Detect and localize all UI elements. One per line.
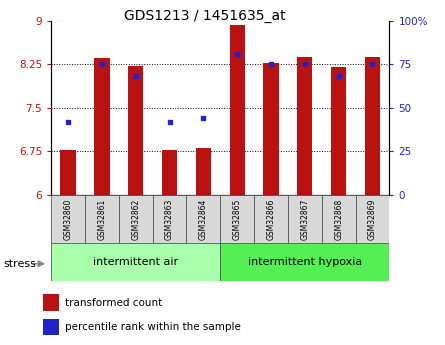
Text: percentile rank within the sample: percentile rank within the sample (65, 322, 241, 332)
Text: GSM32860: GSM32860 (64, 198, 73, 240)
Bar (356, 195, 389, 243)
Bar (186, 195, 220, 243)
Bar (153, 195, 186, 243)
Bar (119, 195, 153, 243)
Bar (44, 319, 59, 335)
Text: GDS1213 / 1451635_at: GDS1213 / 1451635_at (124, 9, 286, 23)
Bar (196, 148, 211, 195)
Text: GSM32867: GSM32867 (300, 198, 309, 240)
Text: GSM32861: GSM32861 (97, 198, 106, 240)
Bar (220, 195, 254, 243)
Bar (94, 58, 109, 195)
Bar (288, 195, 322, 243)
Text: intermittent hypoxia: intermittent hypoxia (248, 257, 362, 267)
Bar (85, 195, 119, 243)
Bar (51, 195, 85, 243)
Bar (51, 243, 220, 281)
Bar (220, 243, 389, 281)
Text: GSM32869: GSM32869 (368, 198, 377, 240)
Text: intermittent air: intermittent air (93, 257, 178, 267)
Bar (297, 57, 312, 195)
Bar (162, 150, 177, 195)
Text: transformed count: transformed count (65, 297, 162, 307)
Bar (322, 195, 356, 243)
Text: stress: stress (4, 259, 36, 269)
Bar (128, 66, 143, 195)
Text: GSM32863: GSM32863 (165, 198, 174, 240)
Text: GSM32864: GSM32864 (199, 198, 208, 240)
Bar (230, 25, 245, 195)
Text: GSM32862: GSM32862 (131, 198, 140, 240)
Bar (331, 67, 346, 195)
Bar (254, 195, 288, 243)
Text: GSM32868: GSM32868 (334, 198, 343, 240)
Bar (61, 150, 76, 195)
Bar (44, 295, 59, 310)
Bar (263, 63, 279, 195)
Bar (365, 57, 380, 195)
Text: GSM32865: GSM32865 (233, 198, 242, 240)
Text: GSM32866: GSM32866 (267, 198, 275, 240)
